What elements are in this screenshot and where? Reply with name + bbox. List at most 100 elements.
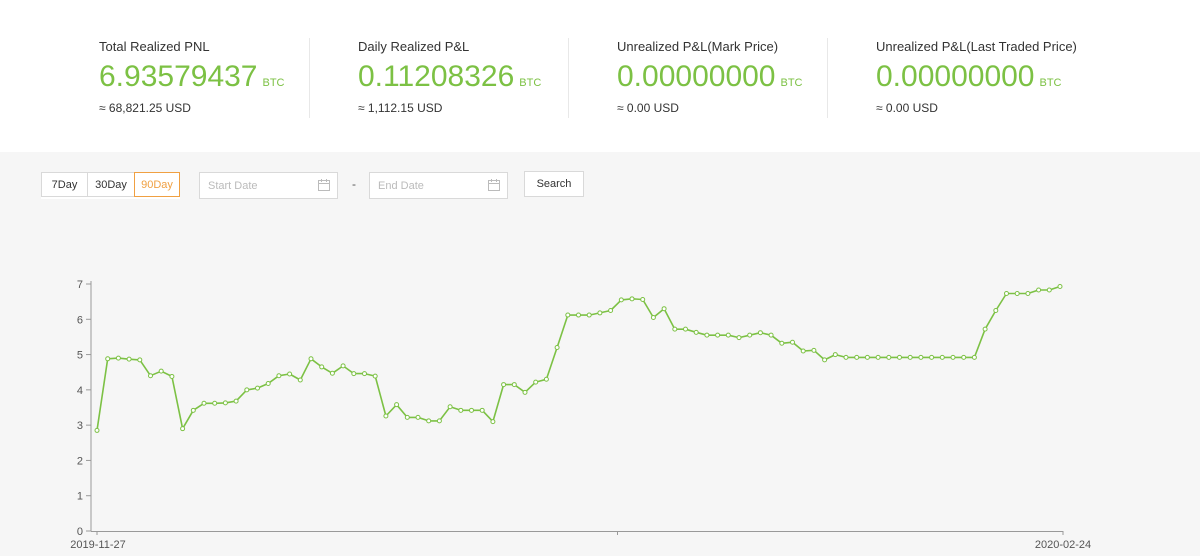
data-point [351,371,357,377]
data-point [436,418,442,424]
data-point [490,419,496,425]
end-date-input[interactable] [378,177,478,194]
data-point [608,307,614,313]
start-date-input[interactable] [208,177,308,194]
data-point [426,418,432,424]
data-point [875,354,881,360]
data-point [383,413,389,419]
stat-value-number: 0.11208326 [358,60,515,93]
period-7day-button[interactable]: 7Day [41,172,88,197]
data-point [255,385,260,391]
stat-value: 0.00000000 BTC [617,60,803,94]
data-point [747,332,753,338]
data-point [779,340,785,346]
data-point [811,347,817,353]
stat-usd-equivalent: ≈ 0.00 USD [876,101,938,115]
search-button[interactable]: Search [524,171,584,197]
data-point [939,354,945,360]
data-point [340,363,346,369]
data-point [1036,287,1042,293]
data-point [522,389,528,395]
start-date-picker[interactable] [199,172,338,199]
data-point [158,368,164,374]
data-point [1014,291,1020,297]
y-tick-label: 6 [77,314,83,326]
data-point [501,382,507,388]
data-point [1004,291,1009,297]
data-point [458,407,464,413]
data-point [929,354,935,360]
data-point [180,426,186,432]
data-point [115,355,121,361]
data-point [233,398,239,404]
data-point [287,371,293,377]
data-point [950,354,956,360]
x-tick-label: 2019-11-27 [70,539,125,551]
stat-usd-equivalent: ≈ 1,112.15 USD [358,101,443,115]
data-point [918,354,924,360]
data-point [993,307,999,313]
calendar-icon[interactable] [318,179,330,191]
period-30day-button[interactable]: 30Day [87,172,135,197]
stat-value-unit: BTC [780,77,803,89]
data-point [394,402,400,408]
data-point [126,356,132,362]
data-point [897,354,902,360]
data-point [105,356,111,362]
period-90day-button[interactable]: 90Day [134,172,180,197]
data-point [94,427,100,433]
data-point [864,354,870,360]
data-point [854,354,860,360]
data-point [886,354,892,360]
chart-panel: 7Day 30Day 90Day - Search 0 1 2 3 4 5 6 7 2019-1… [0,152,1200,556]
stat-label: Unrealized P&L(Mark Price) [617,39,779,54]
stat-usd-equivalent: ≈ 68,821.25 USD [99,101,191,115]
y-tick-label: 1 [77,491,83,503]
data-point [319,364,325,370]
x-tick-label: 2020-02-24 [1035,539,1091,551]
data-point [265,381,271,387]
data-point [971,354,977,360]
data-point [137,357,143,363]
y-tick-label: 0 [77,526,83,538]
stat-value-unit: BTC [519,77,542,89]
y-tick-label: 5 [77,350,83,362]
data-point [704,332,710,338]
stat-label: Total Realized PNL [99,39,210,54]
calendar-icon[interactable] [488,179,500,191]
data-point [683,326,688,332]
data-point [148,373,153,379]
data-point [982,326,988,332]
data-point [469,407,474,413]
y-tick-label: 3 [77,420,83,432]
data-point [586,312,592,318]
data-point [415,414,421,420]
stat-divider [827,38,828,118]
end-date-picker[interactable] [369,172,508,199]
data-point [715,332,721,338]
data-point [297,377,303,383]
data-point [276,373,282,379]
data-point [201,400,207,406]
stat-value-unit: BTC [262,77,285,89]
data-point [479,407,485,413]
data-point [961,354,967,360]
data-point [790,339,795,345]
data-point [244,387,250,393]
y-tick-label: 4 [77,385,83,397]
stat-divider [568,38,569,118]
stat-value: 0.00000000 BTC [876,60,1062,94]
data-point [597,310,603,316]
y-tick-label: 2 [77,455,83,467]
period-selector: 7Day 30Day 90Day [41,172,180,199]
data-point [511,382,517,388]
data-point [362,371,367,377]
data-point [565,312,571,318]
data-point [640,297,646,303]
stat-label: Unrealized P&L(Last Traded Price) [876,39,1077,54]
data-point [629,296,635,302]
stat-usd-equivalent: ≈ 0.00 USD [617,101,679,115]
data-point [843,354,849,360]
data-point [533,379,539,385]
stat-divider [309,38,310,118]
